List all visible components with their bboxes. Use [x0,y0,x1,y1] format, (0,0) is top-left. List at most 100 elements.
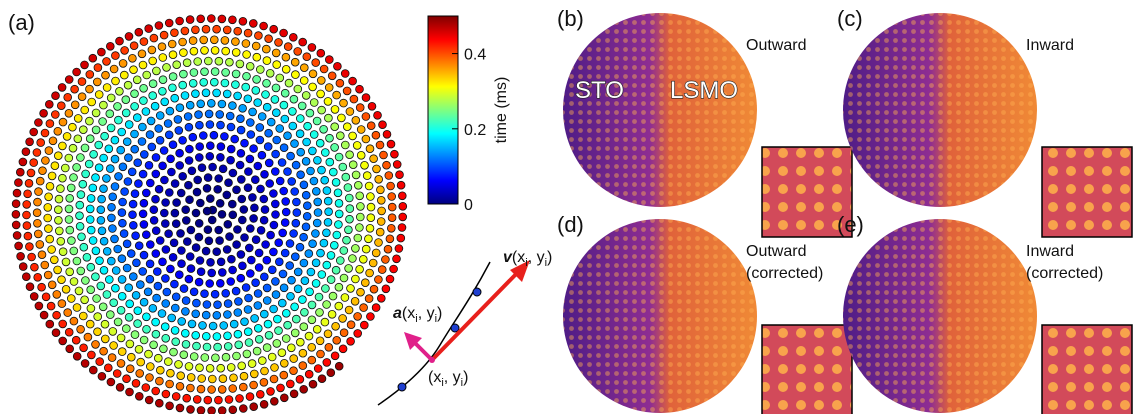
scan-point [227,145,235,153]
scan-point [341,294,349,302]
scan-point [186,145,194,153]
scan-point [181,92,189,100]
scan-point [73,257,81,265]
scan-point [100,347,108,355]
scan-point [158,43,166,51]
scan-point [116,383,124,391]
scan-point [252,236,260,244]
scan-point [46,235,54,243]
scan-point [92,174,100,182]
scan-point [92,273,100,281]
scan-point [108,214,116,222]
scan-point [346,205,354,213]
scan-point [234,27,242,35]
scan-point [263,79,271,87]
scan-point [360,321,368,329]
scan-point [316,337,324,345]
scan-point [159,54,167,62]
scan-point [59,118,67,126]
scan-point [48,246,56,254]
scan-point [152,195,160,203]
panel-label: (c) [837,6,863,31]
scan-point [87,195,95,203]
scan-point [154,354,162,362]
scan-point [176,404,184,412]
scan-point [143,71,151,79]
scan-point [242,40,250,48]
scan-point [342,173,350,181]
scan-point [118,276,126,284]
scan-point [216,237,224,245]
scan-point [145,25,153,33]
scan-point [239,383,247,391]
scan-point [377,294,385,302]
scan-point [125,284,133,292]
scan-point [41,261,49,269]
scan-point [86,117,94,125]
scan-point [185,275,193,283]
scan-point [327,276,335,284]
scan-point [202,311,210,319]
scan-point [263,103,271,111]
scan-point [367,203,375,211]
scan-point [207,258,215,266]
scan-point [143,313,151,321]
scan-point [101,132,109,140]
scan-point [171,327,179,335]
scan-point [260,400,268,408]
scan-point [211,47,219,55]
scan-point [182,308,190,316]
scan-point [125,33,133,41]
scan-point [55,227,63,235]
scan-point [339,163,347,171]
scan-point [39,167,47,175]
scan-point [65,76,73,84]
scan-point [15,242,23,250]
scan-point [366,145,374,153]
scan-point [334,189,342,197]
scan-point [92,126,100,134]
scan-point [192,90,200,98]
scan-point [106,42,114,50]
scan-point [44,214,52,222]
scan-point [203,207,211,215]
scan-point [54,266,62,274]
scan-point [271,96,279,104]
scan-point [197,15,205,23]
scan-point [388,203,396,211]
scan-point [105,145,113,153]
scan-point [324,197,332,205]
scan-point [390,265,398,273]
scan-point [396,171,404,179]
scan-point [232,287,240,295]
scan-point [76,212,84,220]
scan-point [146,260,154,268]
scan-point [276,74,284,82]
scan-point [75,287,83,295]
scan-point [318,166,326,174]
scan-point [206,152,214,160]
scan-point [153,294,161,302]
scan-point [145,396,153,404]
scan-point [273,340,281,348]
scan-point [109,225,117,233]
scan-point [167,265,175,273]
scan-point [322,285,330,293]
scan-point [296,338,304,346]
scan-point [101,335,109,343]
scan-point [232,38,240,46]
scan-point [270,375,278,383]
scan-point [73,164,81,172]
label-part: a [393,305,402,322]
scan-point [112,267,120,275]
scan-point [196,364,204,372]
scan-point [30,293,38,301]
scan-point [317,77,325,85]
scan-point [23,211,31,219]
scan-point [362,113,370,121]
scan-point [147,117,155,125]
scan-point [153,268,161,276]
scan-point [206,195,214,203]
scan-point [377,196,385,204]
scan-point [87,226,95,234]
